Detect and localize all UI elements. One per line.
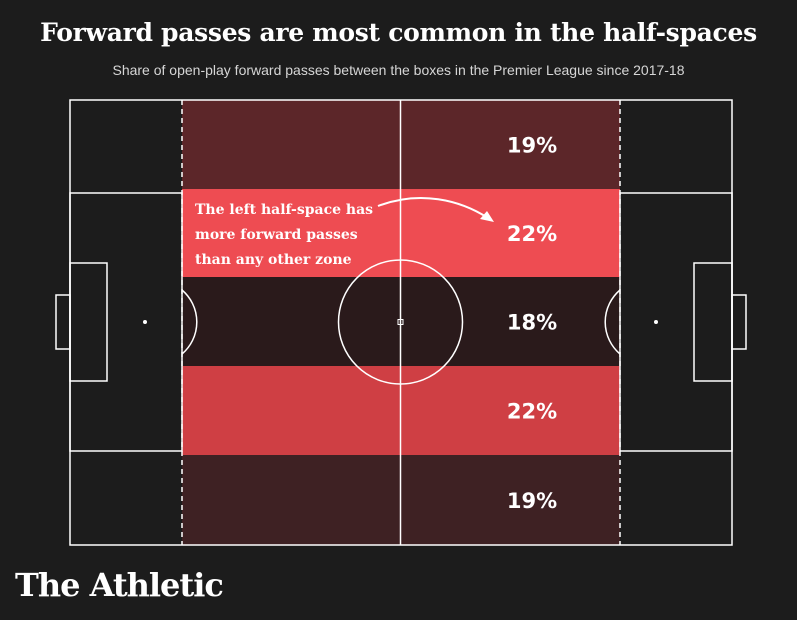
annotation: The left half-space has more forward pas… bbox=[195, 196, 494, 268]
zone-label-4: 22% bbox=[507, 400, 557, 424]
zone-label-2: 22% bbox=[507, 222, 557, 246]
chart-subtitle: Share of open-play forward passes betwee… bbox=[112, 62, 685, 78]
annotation-arrow bbox=[377, 196, 489, 219]
left-penalty-area bbox=[69, 192, 183, 452]
right-penalty-area bbox=[619, 192, 733, 452]
right-penalty-arc bbox=[604, 289, 621, 355]
zone-label-5: 19% bbox=[507, 489, 557, 513]
annotation-arrowhead bbox=[480, 211, 494, 222]
center-spot bbox=[397, 319, 404, 325]
right-six-yard-box bbox=[693, 262, 733, 382]
zone-labels: 19% 22% 18% 22% 19% bbox=[507, 134, 557, 514]
the-athletic-logo: The Athletic bbox=[15, 566, 224, 604]
annotation-line-1: The left half-space has bbox=[195, 202, 373, 218]
left-penalty-spot bbox=[143, 320, 147, 324]
right-goal bbox=[731, 294, 747, 350]
pitch-markings bbox=[55, 99, 747, 546]
chart-title: Forward passes are most common in the ha… bbox=[40, 18, 757, 47]
zone-label-1: 19% bbox=[507, 134, 557, 158]
center-circle bbox=[337, 259, 464, 385]
left-six-yard-box bbox=[69, 262, 108, 382]
zone-label-3: 18% bbox=[507, 311, 557, 335]
left-penalty-arc bbox=[181, 289, 198, 355]
annotation-line-2: more forward passes bbox=[195, 227, 358, 243]
left-goal bbox=[55, 294, 71, 350]
right-penalty-spot bbox=[654, 320, 658, 324]
annotation-line-3: than any other zone bbox=[195, 252, 352, 268]
